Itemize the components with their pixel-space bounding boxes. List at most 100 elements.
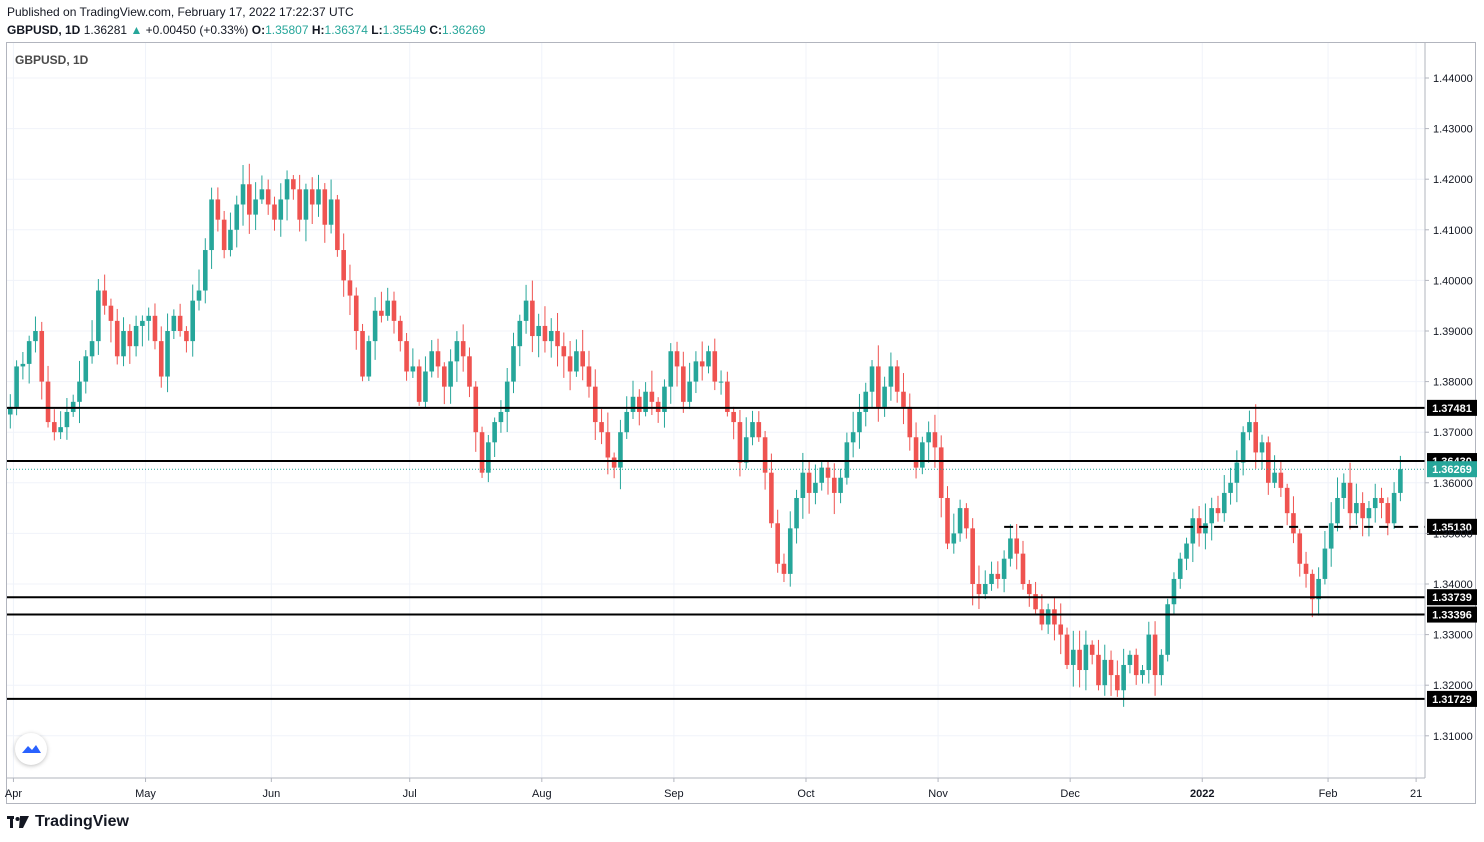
candle-body bbox=[913, 437, 919, 468]
candle-body bbox=[1341, 482, 1347, 498]
candle-body bbox=[1391, 492, 1397, 524]
candle-body bbox=[435, 351, 441, 367]
candle-body bbox=[1001, 558, 1007, 579]
symbol-interval[interactable]: GBPUSD, 1D bbox=[7, 23, 81, 37]
candle-body bbox=[938, 447, 944, 498]
candle-body bbox=[1058, 624, 1064, 635]
level-price-label: 1.35130 bbox=[1432, 522, 1472, 534]
candle-body bbox=[96, 290, 101, 342]
level-price-tag bbox=[1427, 690, 1477, 707]
last-price: 1.36281 bbox=[83, 23, 128, 37]
candle-body bbox=[177, 315, 183, 331]
candle-body bbox=[876, 366, 881, 407]
y-tick-label: 1.31000 bbox=[1433, 731, 1473, 743]
candle-body bbox=[800, 472, 806, 498]
candle-body bbox=[951, 533, 957, 544]
candle-body bbox=[580, 351, 585, 367]
candle-body bbox=[448, 361, 453, 387]
x-tick-label: Jun bbox=[262, 788, 280, 800]
candle-body bbox=[140, 320, 145, 326]
change-arrow-icon: ▲ bbox=[130, 23, 143, 37]
candle-body bbox=[548, 331, 554, 342]
candle-body bbox=[221, 219, 227, 251]
candle-body bbox=[523, 300, 529, 321]
level-price-label: 1.33739 bbox=[1432, 592, 1472, 604]
y-tick-label: 1.37000 bbox=[1433, 427, 1473, 439]
candle-body bbox=[901, 391, 906, 407]
candle-body bbox=[1096, 654, 1101, 686]
candle-body bbox=[857, 411, 862, 433]
y-tick-label: 1.44000 bbox=[1433, 73, 1473, 85]
candle-body bbox=[662, 386, 667, 412]
low-label: L: bbox=[371, 23, 383, 37]
candle-body bbox=[838, 477, 843, 493]
candle-body bbox=[1328, 523, 1334, 549]
candle-body bbox=[844, 442, 850, 478]
candle-body bbox=[1347, 482, 1353, 514]
candle-body bbox=[473, 386, 479, 433]
candle-body bbox=[196, 290, 202, 301]
candle-body bbox=[1184, 543, 1189, 559]
x-tick-label: Apr bbox=[5, 788, 22, 800]
candle-body bbox=[1152, 634, 1158, 676]
candle-body bbox=[158, 341, 164, 377]
candle-body bbox=[58, 427, 63, 433]
candle-body bbox=[894, 366, 900, 392]
candle-body bbox=[1102, 659, 1108, 686]
tradingview-badge-icon[interactable] bbox=[15, 733, 47, 765]
candle-body bbox=[265, 189, 271, 205]
candle-body bbox=[511, 346, 516, 382]
candle-body bbox=[1247, 422, 1252, 433]
candle-body bbox=[794, 497, 799, 529]
candles bbox=[8, 163, 1403, 707]
candle-body bbox=[341, 250, 346, 281]
candle-body bbox=[259, 189, 265, 200]
high-value: 1.36374 bbox=[324, 23, 368, 37]
candle-body bbox=[693, 361, 699, 382]
y-tick-label: 1.39000 bbox=[1433, 326, 1473, 338]
candle-body bbox=[1266, 442, 1271, 483]
candle-body bbox=[618, 432, 623, 468]
candle-body bbox=[1215, 508, 1221, 514]
candle-body bbox=[372, 310, 378, 342]
candle-body bbox=[234, 204, 240, 230]
candle-body bbox=[20, 363, 26, 367]
candle-body bbox=[133, 325, 139, 347]
candle-body bbox=[1303, 563, 1309, 574]
candle-body bbox=[586, 366, 592, 387]
candle-body bbox=[1234, 462, 1240, 483]
candle-body bbox=[888, 366, 894, 387]
candle-body bbox=[498, 411, 504, 423]
candle-body bbox=[706, 351, 711, 367]
candle-body bbox=[1008, 538, 1013, 559]
last-price-tag bbox=[1427, 461, 1477, 478]
candle-body bbox=[1177, 558, 1183, 579]
close-label: C: bbox=[429, 23, 442, 37]
open-value: 1.35807 bbox=[265, 23, 309, 37]
time-axis: Apr May Jun Jul Aug Sep Oct Nov Dec 2022 Feb 21 bbox=[5, 777, 1425, 800]
candle-body bbox=[1045, 609, 1051, 625]
candle-body bbox=[454, 341, 460, 362]
candle-body bbox=[1115, 675, 1120, 691]
candle-body bbox=[1297, 533, 1303, 564]
candle-body bbox=[397, 320, 403, 342]
candle-body bbox=[1284, 487, 1290, 514]
candle-body bbox=[599, 422, 604, 433]
candle-body bbox=[322, 189, 328, 225]
candle-body bbox=[1108, 659, 1114, 676]
chart-frame[interactable] bbox=[6, 42, 1476, 804]
x-tick-label: Feb bbox=[1319, 788, 1338, 800]
candle-body bbox=[1020, 553, 1026, 584]
level-price-tag bbox=[1427, 518, 1477, 535]
candle-body bbox=[77, 381, 82, 402]
candle-body bbox=[215, 199, 221, 220]
candle-body bbox=[762, 437, 768, 473]
candle-body bbox=[624, 411, 630, 433]
candle-body bbox=[668, 351, 674, 387]
candle-body bbox=[945, 497, 950, 544]
candle-body bbox=[819, 467, 825, 483]
candle-body bbox=[907, 406, 913, 438]
candle-body bbox=[775, 523, 780, 564]
price-axis: 1.44000 1.43000 1.42000 1.41000 1.40000 1.390… bbox=[1424, 43, 1473, 778]
